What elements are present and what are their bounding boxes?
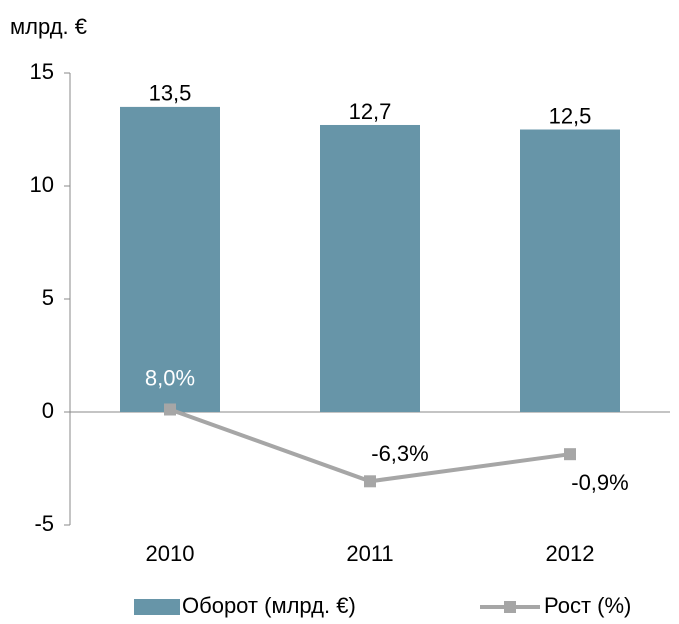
line-marker bbox=[164, 403, 176, 416]
y-tick-label: 0 bbox=[42, 398, 54, 423]
bar-value-label: 13,5 bbox=[149, 81, 192, 106]
x-tick-label: 2011 bbox=[346, 541, 393, 566]
y-axis-label: млрд. € bbox=[10, 14, 87, 39]
line bbox=[169, 407, 571, 484]
y-tick-label: 10 bbox=[30, 172, 54, 197]
legend-label: Оборот (млрд. €) bbox=[182, 593, 356, 618]
x-tick-label: 2012 bbox=[546, 541, 595, 566]
bar bbox=[520, 129, 620, 412]
bar-value-label: 12,7 bbox=[349, 99, 392, 124]
x-tick-label: 2010 bbox=[146, 541, 195, 566]
bar-value-label: 12,5 bbox=[549, 103, 592, 128]
y-tick-label: 15 bbox=[30, 59, 54, 84]
legend-marker bbox=[504, 601, 516, 613]
y-tick-label: 5 bbox=[42, 285, 54, 310]
line-marker bbox=[364, 475, 376, 488]
legend-swatch bbox=[134, 599, 180, 615]
y-tick-label: -5 bbox=[34, 511, 54, 536]
line-value-label: -0,9% bbox=[571, 470, 628, 495]
line-marker bbox=[564, 448, 576, 461]
line-value-label: -6,3% bbox=[371, 441, 428, 466]
legend-label: Рост (%) bbox=[544, 593, 631, 618]
bar bbox=[320, 124, 420, 412]
line-value-label: 8,0% bbox=[145, 365, 195, 390]
bar bbox=[120, 106, 220, 413]
